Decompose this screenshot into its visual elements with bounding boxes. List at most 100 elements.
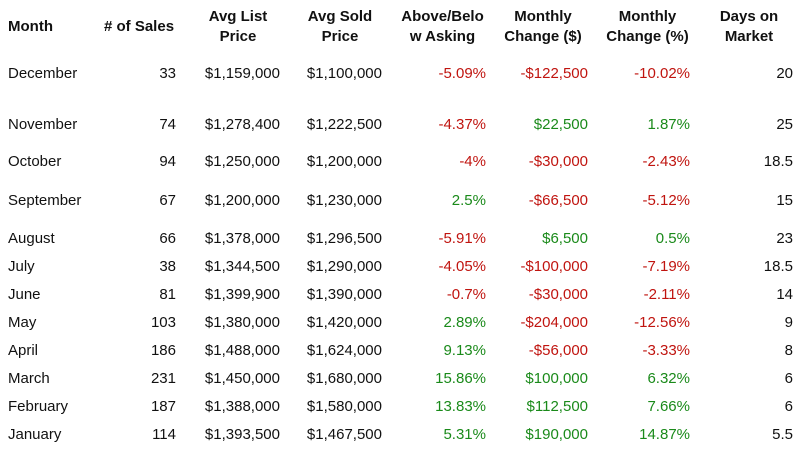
cell-sales: 94 (159, 153, 176, 170)
cell-change-pct: -7.19% (642, 258, 690, 275)
cell-avg-sold-price: $1,467,500 (306, 426, 382, 443)
cell-above-below: -5.09% (438, 65, 486, 82)
cell-sales: 33 (159, 65, 176, 82)
cell-change-usd: -$204,000 (520, 314, 588, 331)
header-monthly-change-pct: Monthly Change (%) (606, 8, 689, 45)
cell-days-on-market: 18.5 (763, 258, 793, 275)
cell-above-below: -4.37% (438, 116, 486, 133)
cell-month: April (8, 342, 39, 359)
cell-above-below: 2.5% (451, 192, 486, 209)
cell-change-pct: -10.02% (634, 65, 690, 82)
cell-above-below: -5.91% (438, 230, 486, 247)
cell-avg-sold-price: $1,624,000 (306, 342, 382, 359)
cell-month: July (8, 258, 35, 275)
cell-avg-list-price: $1,393,500 (204, 426, 280, 443)
cell-above-below: 2.89% (443, 314, 486, 331)
cell-avg-sold-price: $1,222,500 (306, 116, 382, 133)
cell-sales: 38 (159, 258, 176, 275)
cell-avg-list-price: $1,200,000 (204, 192, 280, 209)
cell-month: October (8, 153, 62, 170)
cell-avg-sold-price: $1,390,000 (306, 286, 382, 303)
cell-avg-list-price: $1,380,000 (204, 314, 280, 331)
cell-change-pct: 7.66% (647, 398, 690, 415)
cell-avg-sold-price: $1,100,000 (306, 65, 382, 82)
cell-avg-sold-price: $1,420,000 (306, 314, 382, 331)
cell-month: February (8, 398, 69, 415)
header-monthly-change-usd: Monthly Change ($) (504, 8, 582, 45)
cell-avg-list-price: $1,488,000 (204, 342, 280, 359)
cell-change-usd: -$30,000 (528, 153, 588, 170)
cell-avg-list-price: $1,450,000 (204, 370, 280, 387)
cell-change-usd: -$100,000 (520, 258, 588, 275)
cell-avg-sold-price: $1,200,000 (306, 153, 382, 170)
cell-month: December (8, 65, 78, 82)
cell-month: May (8, 314, 37, 331)
cell-above-below: 13.83% (435, 398, 486, 415)
cell-days-on-market: 9 (784, 314, 793, 331)
cell-avg-list-price: $1,159,000 (204, 65, 280, 82)
cell-avg-sold-price: $1,580,000 (306, 398, 382, 415)
cell-days-on-market: 20 (776, 65, 793, 82)
cell-change-usd: $112,500 (526, 398, 588, 415)
cell-sales: 231 (150, 370, 176, 387)
cell-avg-list-price: $1,378,000 (204, 230, 280, 247)
cell-sales: 74 (159, 116, 176, 133)
cell-above-below: -0.7% (446, 286, 486, 303)
cell-month: November (8, 116, 78, 133)
cell-days-on-market: 6 (784, 398, 793, 415)
cell-avg-sold-price: $1,290,000 (306, 258, 382, 275)
header-sales: # of Sales (104, 18, 175, 35)
header-avg-list-price: Avg List Price (208, 8, 268, 45)
cell-sales: 187 (150, 398, 176, 415)
cell-sales: 67 (159, 192, 176, 209)
cell-avg-sold-price: $1,296,500 (306, 230, 382, 247)
header-above-below-asking: Above/Belo w Asking (401, 8, 484, 45)
cell-change-usd: -$30,000 (528, 286, 588, 303)
cell-change-usd: $22,500 (533, 116, 588, 133)
cell-change-usd: $6,500 (542, 230, 588, 247)
cell-change-usd: $100,000 (525, 370, 588, 387)
cell-change-pct: -5.12% (642, 192, 690, 209)
cell-avg-sold-price: $1,230,000 (306, 192, 382, 209)
cell-change-pct: -2.43% (642, 153, 690, 170)
cell-month: August (8, 230, 55, 247)
cell-days-on-market: 23 (776, 230, 793, 247)
cell-days-on-market: 5.5 (772, 426, 793, 443)
cell-days-on-market: 6 (784, 370, 793, 387)
header-month: Month (8, 18, 53, 35)
cell-days-on-market: 14 (776, 286, 793, 303)
cell-above-below: -4.05% (438, 258, 486, 275)
cell-sales: 81 (159, 286, 176, 303)
cell-month: June (8, 286, 41, 303)
cell-avg-list-price: $1,278,400 (204, 116, 280, 133)
cell-change-pct: 0.5% (655, 230, 690, 247)
cell-sales: 114 (152, 426, 176, 443)
cell-month: September (8, 192, 82, 209)
cell-avg-sold-price: $1,680,000 (306, 370, 382, 387)
cell-days-on-market: 18.5 (763, 153, 793, 170)
cell-change-pct: -12.56% (634, 314, 690, 331)
cell-change-pct: 14.87% (639, 426, 690, 443)
cell-change-pct: -2.11% (643, 286, 690, 303)
cell-days-on-market: 8 (784, 342, 793, 359)
cell-days-on-market: 15 (776, 192, 793, 209)
cell-avg-list-price: $1,388,000 (204, 398, 280, 415)
cell-month: March (8, 370, 50, 387)
cell-change-pct: -3.33% (642, 342, 690, 359)
cell-days-on-market: 25 (776, 116, 793, 133)
cell-above-below: 5.31% (443, 426, 486, 443)
cell-change-usd: -$122,500 (520, 65, 588, 82)
cell-above-below: 9.13% (443, 342, 486, 359)
cell-avg-list-price: $1,250,000 (204, 153, 280, 170)
cell-change-usd: -$66,500 (528, 192, 588, 209)
cell-change-usd: $190,000 (525, 426, 588, 443)
cell-above-below: 15.86% (435, 370, 486, 387)
cell-sales: 103 (150, 314, 176, 331)
cell-change-pct: 6.32% (647, 370, 690, 387)
cell-avg-list-price: $1,344,500 (204, 258, 280, 275)
cell-change-pct: 1.87% (647, 116, 690, 133)
header-days-on-market: Days on Market (719, 8, 779, 45)
cell-change-usd: -$56,000 (528, 342, 588, 359)
cell-above-below: -4% (459, 153, 486, 170)
